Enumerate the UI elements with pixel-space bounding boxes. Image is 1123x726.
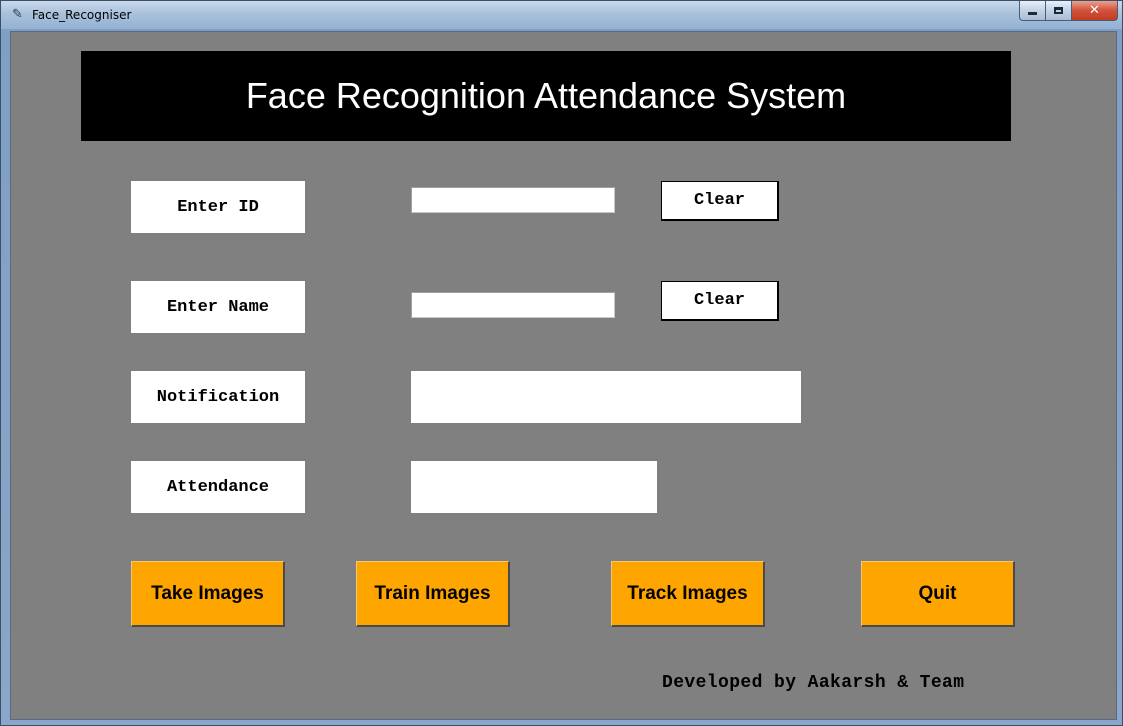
window-title: Face_Recogniser (32, 8, 132, 22)
clear-name-button[interactable]: Clear (661, 281, 779, 321)
quit-button[interactable]: Quit (861, 561, 1015, 627)
main-content: Face Recognition Attendance System Enter… (10, 31, 1117, 720)
window-controls: ✕ (1019, 1, 1118, 21)
close-icon: ✕ (1089, 3, 1100, 18)
feather-icon: ✎ (12, 7, 23, 22)
attendance-label: Attendance (131, 461, 305, 513)
maximize-icon (1054, 7, 1063, 14)
attendance-display (411, 461, 657, 513)
take-images-button[interactable]: Take Images (131, 561, 285, 627)
minimize-icon (1028, 12, 1037, 15)
close-button[interactable]: ✕ (1072, 1, 1118, 21)
developer-credit: Developed by Aakarsh & Team (662, 673, 965, 693)
clear-id-button[interactable]: Clear (661, 181, 779, 221)
name-input[interactable] (411, 292, 615, 318)
title-bar[interactable]: ✎ Face_Recogniser ✕ (1, 1, 1122, 29)
minimize-button[interactable] (1019, 1, 1046, 21)
notification-display (411, 371, 801, 423)
id-label: Enter ID (131, 181, 305, 233)
page-title: Face Recognition Attendance System (81, 51, 1011, 141)
name-label: Enter Name (131, 281, 305, 333)
train-images-button[interactable]: Train Images (356, 561, 510, 627)
track-images-button[interactable]: Track Images (611, 561, 765, 627)
maximize-button[interactable] (1046, 1, 1072, 21)
id-input[interactable] (411, 187, 615, 213)
notification-label: Notification (131, 371, 305, 423)
